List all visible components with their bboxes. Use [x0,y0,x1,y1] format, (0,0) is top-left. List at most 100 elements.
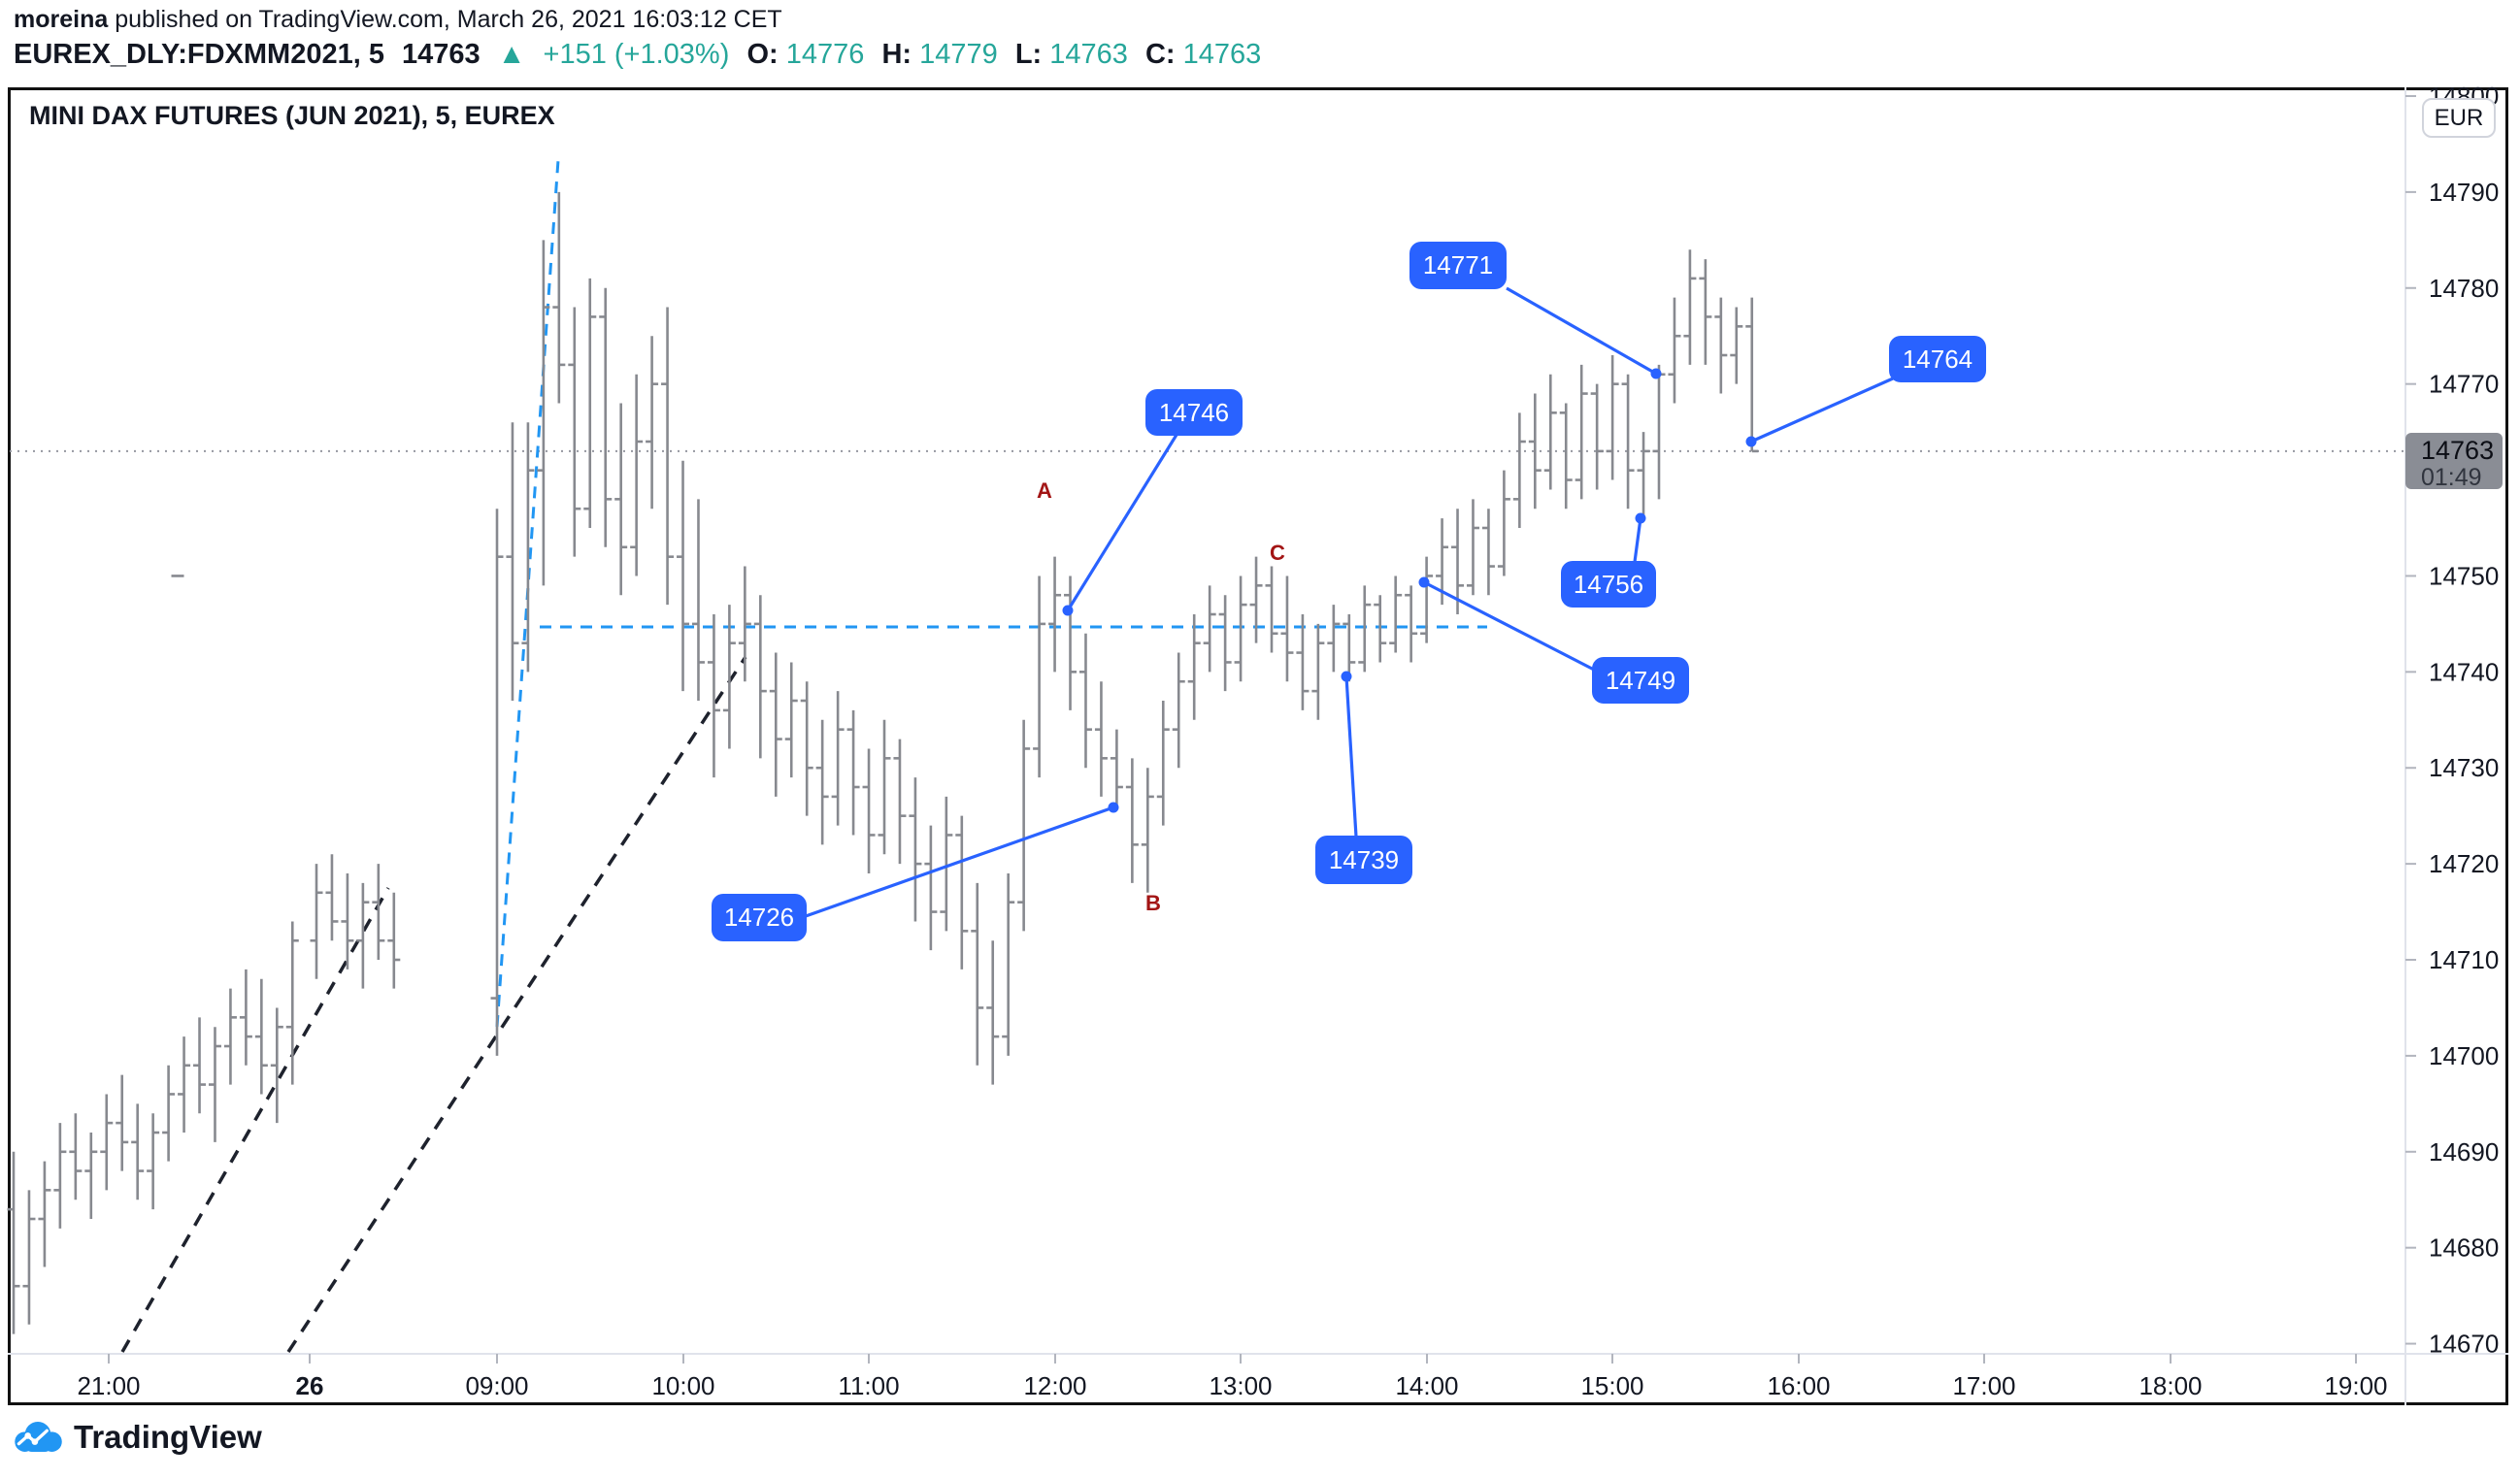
tradingview-wordmark[interactable]: TradingView [74,1419,262,1455]
high-value: 14779 [919,39,998,70]
price-callout-label[interactable]: 14739 [1315,836,1412,884]
ohlc-bar [630,374,644,576]
ohlc-bar [1094,681,1108,797]
ohlc-bar [1745,297,1759,453]
ohlc-bar [722,605,736,749]
price-callout-label[interactable]: 14756 [1561,561,1656,608]
trend-line-dashed-black[interactable] [120,887,390,1353]
ohlc-bar [1249,556,1263,643]
ohlc-bar [387,892,401,989]
ohlc-bar [1002,873,1015,1056]
price-tick-label: 14670 [2429,1330,2499,1359]
ohlc-bar [1543,374,1557,490]
ohlc-bar [568,307,581,557]
high-label: H: [881,39,912,70]
callout-anchor-dot [1745,436,1757,447]
ohlc-bar [1559,403,1573,509]
ohlc-bar [38,1161,51,1267]
ohlc-bar [831,691,845,826]
callout-leader-line [1633,517,1642,563]
price-tick-label: 14720 [2429,849,2499,878]
ohlc-bar [1389,575,1403,653]
ohlc-bar [521,422,535,673]
ohlc-bar [738,566,751,682]
time-tick-label: 26 [296,1371,324,1400]
ohlc-bar [878,719,891,855]
ohlc-bar [325,854,339,941]
ohlc-bar [1699,259,1712,365]
price-callout-label[interactable]: 14726 [712,894,807,941]
ohlc-bar [769,652,782,797]
ohlc-bar [815,719,829,845]
price-callout-label[interactable]: 14746 [1145,389,1243,436]
ohlc-bar [1296,614,1310,710]
ohlc-bar [707,614,720,778]
ohlc-bar [1064,575,1078,710]
ohlc-bar [100,1094,114,1191]
ohlc-bar [53,1123,67,1229]
price-tick-label: 14780 [2429,274,2499,303]
ohlc-bar [1033,575,1046,778]
price-callout-label[interactable]: 14771 [1409,242,1507,289]
price-callout-label[interactable]: 14749 [1592,657,1689,704]
ohlc-bar [69,1113,83,1200]
chart-frame [8,87,2508,1405]
ohlc-bar [646,336,659,509]
ohlc-bar [147,1113,160,1210]
ohlc-bar [1451,509,1465,615]
last-price-value: 14763 [2421,435,2495,465]
tradingview-logo-icon[interactable] [12,1421,64,1454]
currency-unit-button[interactable]: EUR [2422,98,2496,138]
time-tick-label: 21:00 [77,1371,140,1400]
ohlc-bar [162,1065,176,1162]
callout-leader-line [805,805,1114,918]
ohlc-bar [924,825,938,951]
ohlc-bar [1343,614,1356,682]
callout-leader-line [1066,434,1178,611]
close-value: 14763 [1182,39,1262,70]
time-tick-label: 18:00 [2139,1371,2202,1400]
ohlc-bar [893,739,907,865]
ohlc-bar [1683,249,1697,365]
trend-line-dashed-black[interactable] [286,656,747,1353]
ohlc-bar [131,1103,145,1200]
price-tick-label: 14740 [2429,657,2499,686]
callout-leader-line [1344,675,1358,838]
ohlc-bar [223,988,237,1085]
author-name[interactable]: moreina [14,6,109,33]
price-callout-label[interactable]: 14764 [1889,336,1986,382]
snapshot-footer: TradingView [12,1419,262,1456]
low-label: L: [1014,39,1043,70]
ohlc-bar [1575,364,1588,500]
callout-leader-line [1423,580,1595,672]
ohlc-bar [285,921,299,1085]
published-text: published on TradingView.com, March 26, … [115,6,782,33]
ohlc-bar [1078,633,1092,769]
ohlc-bar [614,403,628,596]
ohlc-bar [341,873,354,970]
ohlc-bar [1141,768,1154,893]
ohlc-bar [1125,758,1139,883]
last-price-badge[interactable]: 14763 01:49 [2405,432,2503,491]
ohlc-bar [1481,509,1495,596]
ohlc-bar [1528,393,1542,509]
time-tick-label: 17:00 [1952,1371,2015,1400]
ohlc-bar [84,1133,98,1220]
time-tick-label: 09:00 [465,1371,528,1400]
ohlc-bar [955,815,969,970]
ohlc-bar [599,287,613,547]
ohlc-bar [862,748,876,874]
callout-anchor-dot [1062,605,1074,616]
ohlc-bar [1714,297,1728,394]
ohlc-bar [846,709,860,836]
ohlc-bar [1497,470,1510,576]
ohlc-bar [239,969,252,1066]
ohlc-bar [583,278,597,529]
close-label: C: [1144,39,1176,70]
ohlc-bar [909,777,922,922]
ohlc-bar [1218,595,1232,692]
ohlc-bar [1327,605,1341,673]
time-tick-label: 16:00 [1767,1371,1830,1400]
ohlc-bar [193,1017,207,1114]
symbol-title[interactable]: EUREX_DLY:FDXMM2021, 5 [14,39,384,70]
